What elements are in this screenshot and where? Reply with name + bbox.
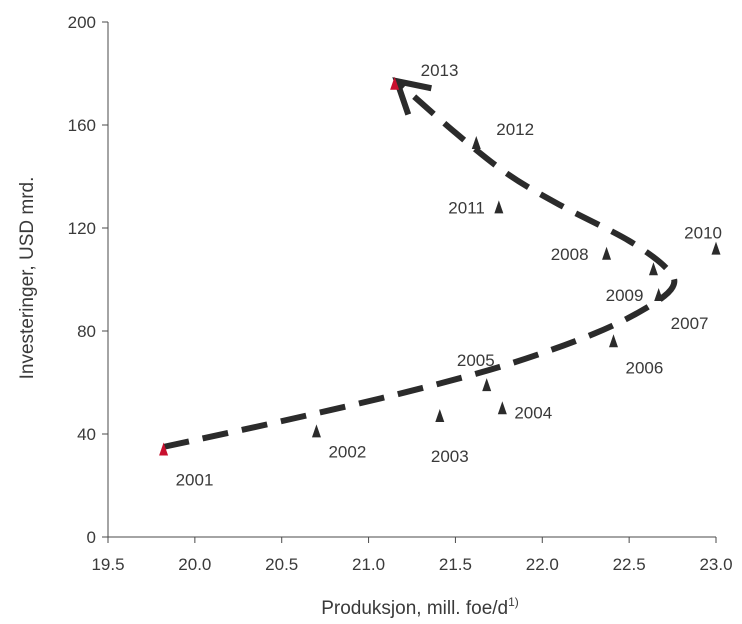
x-tick-label: 19.5 <box>91 555 124 574</box>
y-axis-title: Investeringer, USD mrd. <box>17 177 38 380</box>
axes: 0 40 80 120 160 200 19.5 20.0 20.5 21.0 21.5 22.0 22… <box>68 13 733 574</box>
y-tick-label: 200 <box>68 13 96 32</box>
trend-arrowhead <box>392 77 432 116</box>
data-point-2005 <box>482 378 492 392</box>
data-point-2004 <box>497 401 507 415</box>
x-axis-title-superscript: 1) <box>508 595 519 609</box>
x-tick-label: 23.0 <box>699 555 732 574</box>
point-label-2003: 2003 <box>431 447 469 466</box>
point-labels: 2001 2002 2003 2004 2005 2006 2007 2008 2009 2010… <box>176 61 722 490</box>
x-axis-title-text: Produksjon, mill. foe/d <box>321 598 508 619</box>
point-label-2006: 2006 <box>626 358 664 377</box>
trend-arrow <box>162 77 678 450</box>
point-label-2009: 2009 <box>606 286 644 305</box>
point-label-2002: 2002 <box>328 442 366 461</box>
data-point-2009 <box>648 262 658 276</box>
data-point-2001 <box>159 442 169 456</box>
point-label-2001: 2001 <box>176 470 214 489</box>
x-tick-label: 20.5 <box>265 555 298 574</box>
data-point-2012 <box>471 136 481 150</box>
x-tick-label: 21.0 <box>352 555 385 574</box>
point-label-2012: 2012 <box>496 120 534 139</box>
data-point-2013 <box>390 76 400 90</box>
trend-curve <box>162 81 678 450</box>
data-point-2010 <box>711 241 721 255</box>
point-label-2010: 2010 <box>684 224 722 243</box>
y-tick-label: 40 <box>77 425 96 444</box>
data-point-2007 <box>654 287 664 301</box>
x-tick-label: 20.0 <box>178 555 211 574</box>
point-label-2005: 2005 <box>457 351 495 370</box>
data-point-2011 <box>494 200 504 214</box>
x-tick-label: 21.5 <box>439 555 472 574</box>
y-tick-label: 80 <box>77 322 96 341</box>
data-point-2003 <box>435 408 445 422</box>
y-tick-label: 120 <box>68 219 96 238</box>
data-point-2002 <box>311 424 321 438</box>
data-points <box>159 76 721 456</box>
x-tick-label: 22.5 <box>613 555 646 574</box>
point-label-2011: 2011 <box>448 198 485 217</box>
y-tick-label: 160 <box>68 116 96 135</box>
point-label-2004: 2004 <box>514 403 552 422</box>
point-label-2008: 2008 <box>551 245 589 264</box>
data-point-2006 <box>609 334 619 348</box>
data-point-2008 <box>602 246 612 260</box>
x-tick-label: 22.0 <box>526 555 559 574</box>
point-label-2007: 2007 <box>671 314 709 333</box>
y-tick-label: 0 <box>87 528 96 547</box>
point-label-2013: 2013 <box>421 61 459 80</box>
x-axis-title: Produksjon, mill. foe/d1) <box>321 595 519 619</box>
